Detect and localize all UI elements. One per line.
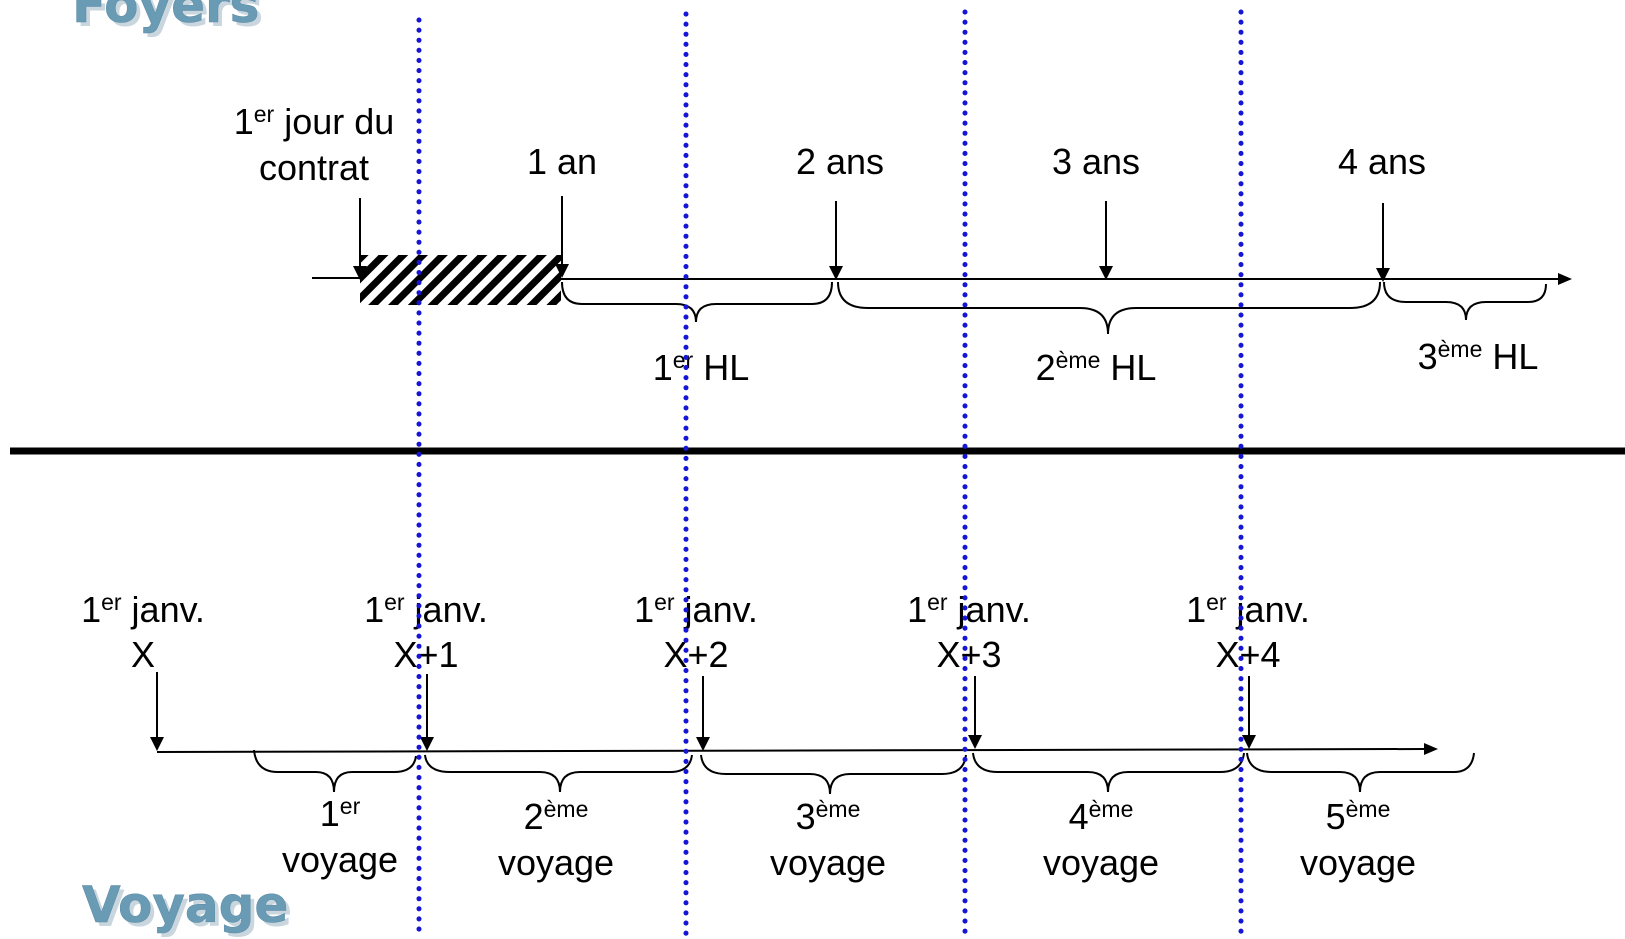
hl-period-label-2: 2ème HL — [1036, 347, 1157, 388]
date-marker-4: 1er janv. X+3 — [907, 589, 1031, 749]
trip-ordinal-label-4: 4ème — [1069, 796, 1134, 837]
date-label: 1er janv. — [364, 589, 488, 630]
trip-ordinal-label-1: 1er — [320, 793, 361, 834]
hl-period-label-1: 1er HL — [653, 347, 750, 388]
date-marker-1: 1er janv. X — [81, 589, 205, 751]
hl-period-label-3: 3ème HL — [1418, 336, 1539, 377]
trip-brace-4 — [972, 752, 1245, 793]
trip-brace-3 — [700, 754, 967, 795]
foyers-title: Foyers — [72, 0, 259, 34]
hatched-waiting-period — [360, 255, 561, 305]
date-marker-5: 1er janv. X+4 — [1186, 589, 1310, 749]
date-label: 1er janv. — [634, 589, 758, 630]
date-year-label: X+4 — [1215, 634, 1280, 675]
voyage-title-shadow: Voyage — [86, 880, 292, 938]
date-label: 1er janv. — [1186, 589, 1310, 630]
foyers-title-shadow: Foyers — [76, 0, 263, 38]
date-marker-3: 1er janv. X+2 — [634, 589, 758, 751]
foyers-timeline: 1er jour du contrat 1 an 2 ans 3 ans 4 a… — [234, 101, 1572, 388]
date-marker-2: 1er janv. X+1 — [364, 589, 488, 751]
year-dividers — [416, 9, 1244, 939]
voyage-title: Voyage — [82, 876, 288, 934]
year-marker-1: 1 an — [527, 141, 597, 278]
year-marker-3: 3 ans — [1052, 141, 1140, 280]
date-year-label: X+2 — [663, 634, 728, 675]
trip-label-4: voyage — [1043, 842, 1159, 883]
date-label: 1er janv. — [81, 589, 205, 630]
year-label: 2 ans — [796, 141, 884, 182]
date-year-label: X — [131, 634, 155, 675]
contract-start-label-line2: contrat — [259, 147, 369, 188]
contract-start-label: 1er jour du — [234, 101, 395, 142]
trip-ordinal-label-5: 5ème — [1326, 796, 1391, 837]
hl-brace-2 — [837, 281, 1381, 335]
year-label: 1 an — [527, 141, 597, 182]
date-year-label: X+1 — [393, 634, 458, 675]
trip-brace-2 — [424, 754, 693, 793]
trip-ordinal-label-2: 2ème — [524, 796, 589, 837]
voyage-axis — [156, 748, 1425, 753]
trip-ordinal-label-3: 3ème — [796, 796, 861, 837]
trip-brace-1 — [253, 749, 417, 793]
foyers-start-marker: 1er jour du contrat — [234, 101, 395, 280]
year-marker-4: 4 ans — [1338, 141, 1426, 282]
year-label: 4 ans — [1338, 141, 1426, 182]
hl-brace-1 — [561, 281, 833, 323]
year-marker-2: 2 ans — [796, 141, 884, 280]
voyage-axis-arrowhead — [1424, 743, 1438, 755]
year-label: 3 ans — [1052, 141, 1140, 182]
trip-brace-5 — [1246, 752, 1475, 793]
date-label: 1er janv. — [907, 589, 1031, 630]
trip-label-5: voyage — [1300, 842, 1416, 883]
trip-label-3: voyage — [770, 842, 886, 883]
hl-brace-3 — [1383, 281, 1547, 321]
foyers-axis-arrowhead — [1558, 273, 1572, 285]
trip-label-2: voyage — [498, 842, 614, 883]
voyage-timeline: 1er janv. X 1er janv. X+1 1er janv. X+2 … — [81, 589, 1475, 883]
date-year-label: X+3 — [936, 634, 1001, 675]
trip-label-1: voyage — [282, 839, 398, 880]
